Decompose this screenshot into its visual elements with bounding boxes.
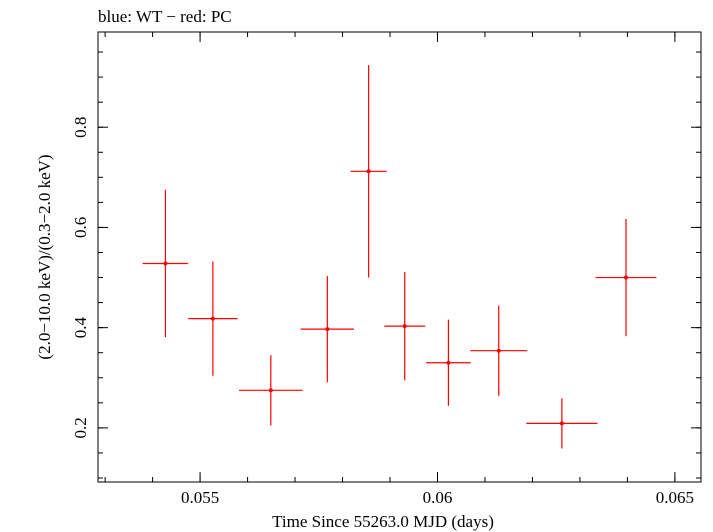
y-tick-label: 0.2 [71, 417, 90, 438]
plot-frame [97, 31, 702, 483]
data-marker [325, 327, 330, 332]
data-marker [402, 324, 407, 329]
data-marker [496, 348, 501, 353]
data-point [470, 305, 528, 396]
x-tick-labels: 0.055 0.06 0.065 [181, 488, 694, 507]
y-axis-label: (2.0−10.0 keV)/(0.3−2.0 keV) [35, 154, 54, 359]
y-tick-label: 0.4 [71, 317, 90, 339]
data-marker [163, 261, 168, 266]
data-point [188, 261, 238, 376]
data-point [595, 218, 657, 337]
y-tick-labels: 0.2 0.4 0.6 0.8 [71, 117, 90, 439]
x-tick-label: 0.06 [423, 488, 453, 507]
axis-ticks [98, 32, 701, 482]
x-tick-label: 0.055 [181, 488, 219, 507]
data-marker [446, 360, 451, 365]
data-marker [366, 169, 371, 174]
data-points [142, 65, 657, 449]
x-tick-label: 0.065 [656, 488, 694, 507]
data-point [300, 276, 354, 383]
data-marker [268, 388, 273, 393]
y-tick-label: 0.6 [71, 217, 90, 238]
data-marker [559, 421, 564, 426]
data-point [384, 272, 426, 381]
data-marker [623, 275, 628, 280]
data-point [239, 355, 303, 426]
x-axis-label: Time Since 55263.0 MJD (days) [272, 512, 494, 531]
data-point [526, 398, 598, 449]
data-point [142, 189, 189, 338]
data-point [426, 319, 471, 406]
y-tick-label: 0.8 [71, 117, 90, 138]
chart-title: blue: WT − red: PC [98, 7, 232, 26]
data-point [350, 65, 387, 278]
data-marker [210, 316, 215, 321]
